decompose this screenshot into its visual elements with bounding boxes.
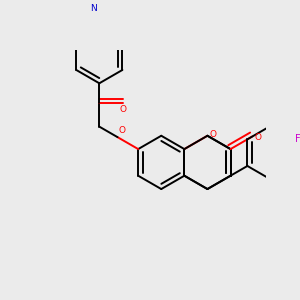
Text: N: N bbox=[90, 4, 97, 13]
Text: O: O bbox=[210, 130, 217, 140]
Text: O: O bbox=[254, 133, 261, 142]
Text: F: F bbox=[295, 134, 300, 144]
Text: O: O bbox=[118, 127, 125, 136]
Text: O: O bbox=[120, 105, 127, 114]
